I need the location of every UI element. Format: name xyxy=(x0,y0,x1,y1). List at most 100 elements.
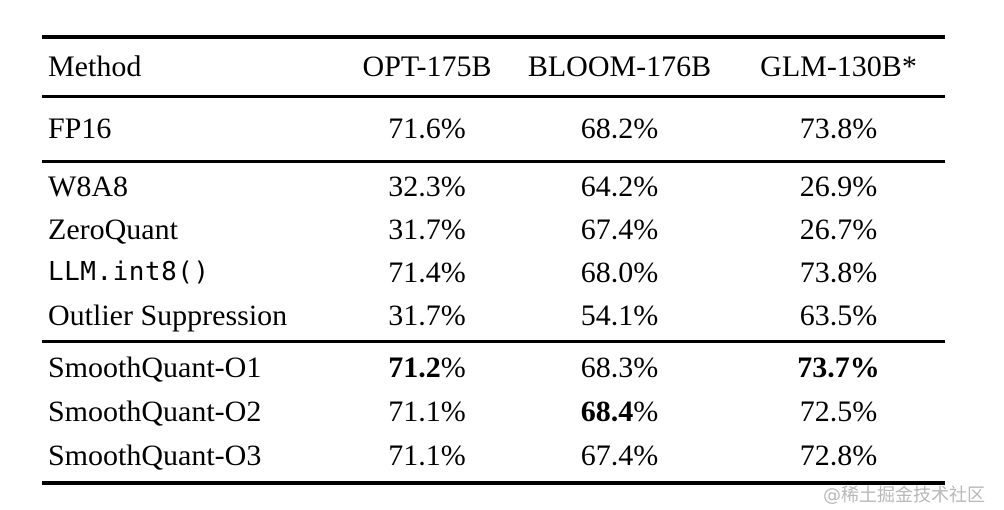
percent-sign: % xyxy=(440,439,466,472)
percent-sign: % xyxy=(852,112,878,145)
value-number: 72.5 xyxy=(799,395,853,428)
section-baselines: W8A8 32.3% 64.2% 26.9% ZeroQuant 31.7% 67.4% 26… xyxy=(42,162,945,342)
results-table: Method OPT-175B BLOOM-176B GLM-130B* FP1… xyxy=(42,35,945,485)
header-row: Method OPT-175B BLOOM-176B GLM-130B* xyxy=(42,37,945,98)
value-cell: 26.7% xyxy=(732,208,945,251)
value-cell: 64.2% xyxy=(507,162,732,209)
value-number: 71.1 xyxy=(388,395,441,428)
value-cell: 63.5% xyxy=(732,294,945,342)
value-cell: 32.3% xyxy=(347,162,507,209)
table-row: SmoothQuant-O3 71.1% 67.4% 72.8% xyxy=(42,434,945,483)
value-cell: 71.1% xyxy=(347,390,507,434)
value-cell: 68.0% xyxy=(507,251,732,294)
value-cell: 67.4% xyxy=(507,208,732,251)
value-number: 71.1 xyxy=(388,439,441,472)
value-number: 68.0 xyxy=(580,256,634,289)
method-cell: Outlier Suppression xyxy=(48,299,288,332)
percent-sign: % xyxy=(440,256,466,289)
value-cell: 26.9% xyxy=(732,162,945,209)
value-number: 67.4 xyxy=(580,213,634,246)
method-cell: SmoothQuant-O1 xyxy=(48,351,262,384)
section-fp16: FP16 71.6% 68.2% 73.8% xyxy=(42,97,945,162)
value-number: 68.3 xyxy=(580,351,634,384)
method-cell: SmoothQuant-O3 xyxy=(48,439,262,472)
percent-sign: % xyxy=(633,256,659,289)
percent-sign: % xyxy=(852,439,878,472)
value-number: 73.7 xyxy=(797,351,850,384)
table-header: Method OPT-175B BLOOM-176B GLM-130B* xyxy=(42,37,945,98)
value-cell: 71.2% xyxy=(347,342,507,391)
value-number: 54.1 xyxy=(580,299,634,332)
percent-sign: % xyxy=(849,351,880,384)
value-number: 68.4 xyxy=(580,395,634,428)
percent-sign: % xyxy=(852,170,878,203)
value-cell: 31.7% xyxy=(347,294,507,342)
value-cell: 54.1% xyxy=(507,294,732,342)
value-number: 26.7 xyxy=(799,213,853,246)
table-row: LLM.int8() 71.4% 68.0% 73.8% xyxy=(42,251,945,294)
value-cell: 68.4% xyxy=(507,390,732,434)
value-cell: 72.5% xyxy=(732,390,945,434)
value-number: 31.7 xyxy=(388,299,441,332)
value-cell: 73.8% xyxy=(732,251,945,294)
percent-sign: % xyxy=(633,112,659,145)
value-cell: 31.7% xyxy=(347,208,507,251)
percent-sign: % xyxy=(440,299,466,332)
value-number: 73.8 xyxy=(799,112,853,145)
percent-sign: % xyxy=(633,213,659,246)
value-cell: 68.3% xyxy=(507,342,732,391)
value-number: 71.2 xyxy=(388,351,441,384)
value-cell: 71.1% xyxy=(347,434,507,483)
value-cell: 73.8% xyxy=(732,97,945,162)
value-cell: 73.7% xyxy=(732,342,945,391)
percent-sign: % xyxy=(440,213,466,246)
value-cell: 71.4% xyxy=(347,251,507,294)
method-cell: W8A8 xyxy=(48,170,128,203)
percent-sign: % xyxy=(633,299,659,332)
table-row: ZeroQuant 31.7% 67.4% 26.7% xyxy=(42,208,945,251)
table-row: FP16 71.6% 68.2% 73.8% xyxy=(42,97,945,162)
percent-sign: % xyxy=(852,256,878,289)
value-cell: 71.6% xyxy=(347,97,507,162)
method-cell: LLM.int8() xyxy=(48,257,210,287)
percent-sign: % xyxy=(440,351,466,384)
percent-sign: % xyxy=(633,170,659,203)
method-cell: SmoothQuant-O2 xyxy=(48,395,262,428)
value-number: 72.8 xyxy=(799,439,853,472)
header-opt-175b: OPT-175B xyxy=(347,37,507,98)
percent-sign: % xyxy=(852,299,878,332)
percent-sign: % xyxy=(633,395,659,428)
value-number: 26.9 xyxy=(799,170,853,203)
table-row: SmoothQuant-O2 71.1% 68.4% 72.5% xyxy=(42,390,945,434)
section-smoothquant: SmoothQuant-O1 71.2% 68.3% 73.7% SmoothQuant… xyxy=(42,342,945,484)
method-cell: FP16 xyxy=(48,112,112,145)
watermark: @稀土掘金技术社区 xyxy=(823,485,985,506)
value-number: 71.4 xyxy=(388,256,441,289)
table-row: SmoothQuant-O1 71.2% 68.3% 73.7% xyxy=(42,342,945,391)
value-cell: 68.2% xyxy=(507,97,732,162)
header-method: Method xyxy=(42,37,347,98)
value-number: 73.8 xyxy=(799,256,853,289)
percent-sign: % xyxy=(440,395,466,428)
percent-sign: % xyxy=(440,170,466,203)
header-bloom-176b: BLOOM-176B xyxy=(507,37,732,98)
value-number: 68.2 xyxy=(580,112,634,145)
value-number: 31.7 xyxy=(388,213,441,246)
header-glm-130b: GLM-130B* xyxy=(732,37,945,98)
table-row: W8A8 32.3% 64.2% 26.9% xyxy=(42,162,945,209)
value-number: 63.5 xyxy=(799,299,853,332)
value-number: 32.3 xyxy=(388,170,441,203)
method-cell: ZeroQuant xyxy=(48,213,178,246)
percent-sign: % xyxy=(852,395,878,428)
percent-sign: % xyxy=(633,439,659,472)
table-row: Outlier Suppression 31.7% 54.1% 63.5% xyxy=(42,294,945,342)
value-number: 71.6 xyxy=(388,112,441,145)
percent-sign: % xyxy=(440,112,466,145)
percent-sign: % xyxy=(852,213,878,246)
value-cell: 72.8% xyxy=(732,434,945,483)
value-number: 67.4 xyxy=(580,439,634,472)
percent-sign: % xyxy=(633,351,659,384)
value-number: 64.2 xyxy=(580,170,634,203)
value-cell: 67.4% xyxy=(507,434,732,483)
